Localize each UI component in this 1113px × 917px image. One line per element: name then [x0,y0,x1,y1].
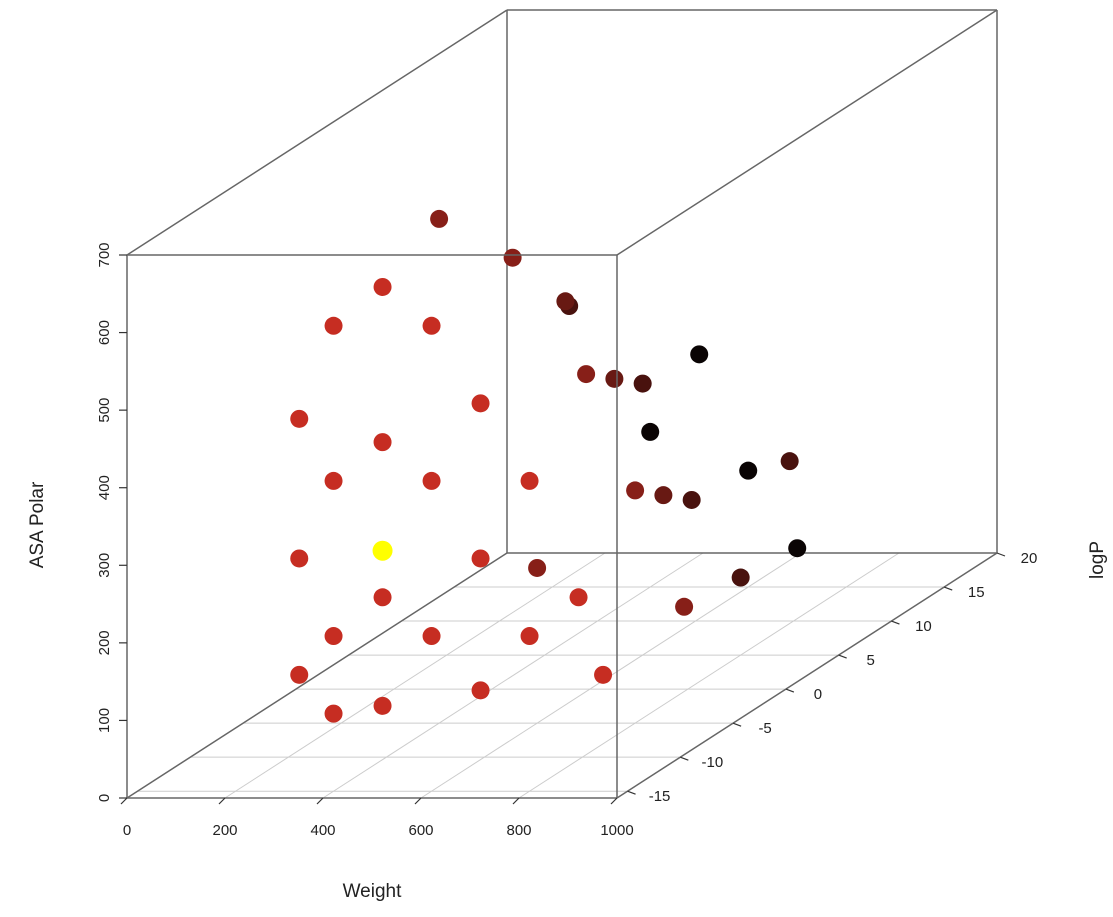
y-tick-label: 300 [96,553,113,578]
point [781,452,799,470]
y-tick-label: 600 [96,320,113,345]
x-tick-label: 600 [408,822,433,839]
point [675,598,693,616]
point [528,559,546,577]
point [654,486,672,504]
point [521,472,539,490]
point [325,627,343,645]
point [739,462,757,480]
z-tick-label: 10 [915,618,932,635]
point [788,539,806,557]
y-tick-label: 0 [96,794,113,802]
highlight-point [373,541,393,561]
point [325,705,343,723]
point [430,210,448,228]
point [325,472,343,490]
point [605,370,623,388]
x-tick-label: 0 [123,822,131,839]
point [570,588,588,606]
point [634,375,652,393]
point [423,627,441,645]
y-tick-label: 200 [96,630,113,655]
point [423,472,441,490]
point [472,394,490,412]
x-tick-label: 1000 [600,822,633,839]
point [374,697,392,715]
z-axis-label: logP [1087,541,1108,579]
z-tick-label: -5 [758,720,771,737]
chart: Weight ASA Polar logP 020040060080010000… [0,0,1113,912]
point [626,481,644,499]
y-axis-label: ASA Polar [27,481,48,568]
point [683,491,701,509]
point [325,317,343,335]
y-tick-label: 700 [96,242,113,267]
point [556,292,574,310]
point [290,549,308,567]
x-tick-label: 400 [310,822,335,839]
z-tick-label: -10 [701,754,723,771]
z-tick-label: 0 [814,686,822,703]
x-tick-label: 800 [506,822,531,839]
point [374,278,392,296]
point [594,666,612,684]
point [504,249,522,267]
z-tick-label: -15 [649,788,671,805]
point [521,627,539,645]
point [690,345,708,363]
z-tick-label: 5 [866,652,874,669]
point [641,423,659,441]
background [0,0,1113,912]
point [472,549,490,567]
x-axis-label: Weight [343,881,403,902]
point [374,588,392,606]
y-tick-label: 500 [96,398,113,423]
z-tick-label: 15 [968,584,985,601]
point [423,317,441,335]
point [374,433,392,451]
point [732,569,750,587]
y-tick-label: 100 [96,708,113,733]
point [290,666,308,684]
point [577,365,595,383]
y-tick-label: 400 [96,475,113,500]
x-tick-label: 200 [212,822,237,839]
z-tick-label: 20 [1021,550,1038,567]
point [290,410,308,428]
point [472,681,490,699]
